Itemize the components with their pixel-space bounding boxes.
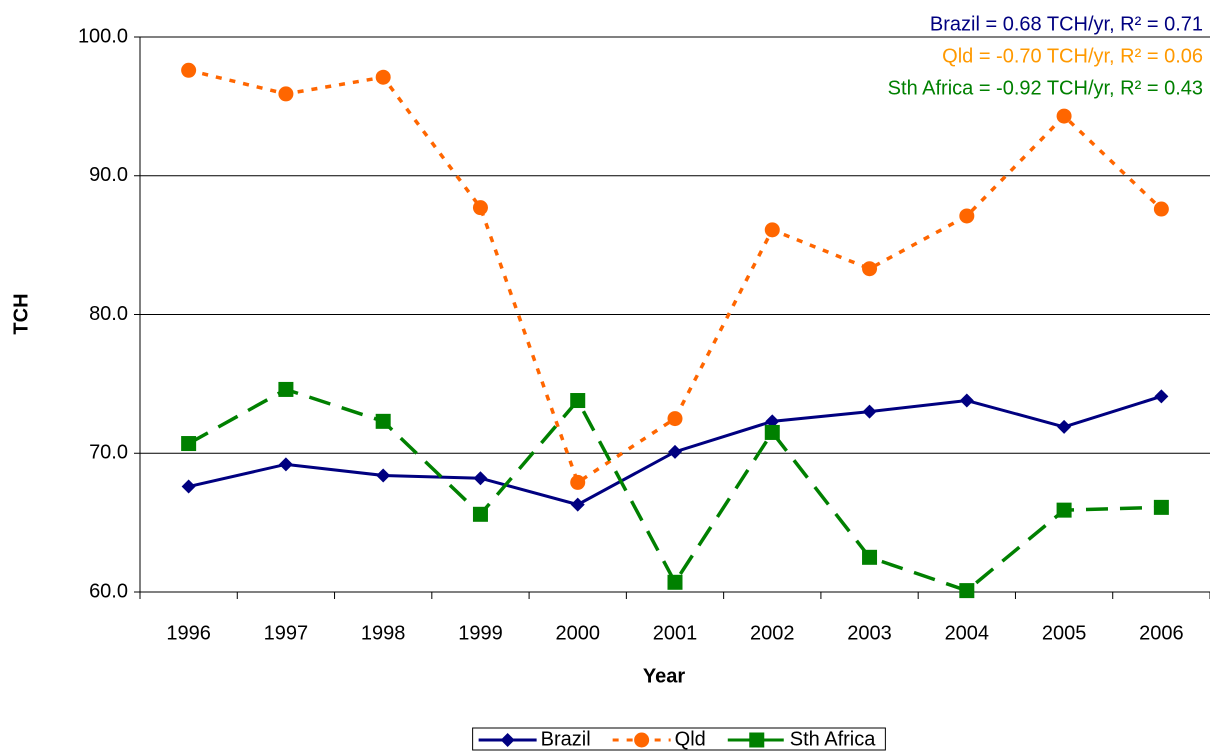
data-point	[375, 413, 391, 429]
annotation: Sth Africa = -0.92 TCH/yr, R² = 0.43	[888, 77, 1203, 99]
data-point	[375, 69, 391, 85]
legend-label: Qld	[675, 728, 706, 750]
data-point	[667, 411, 683, 427]
x-tick-label: 2000	[555, 622, 600, 644]
data-point	[764, 222, 780, 238]
data-point	[181, 62, 197, 78]
y-tick-label: 100.0	[78, 25, 128, 47]
data-point	[278, 457, 293, 472]
legend-marker	[500, 733, 515, 747]
data-point	[570, 393, 586, 409]
legend: Brazil Qld Sth Africa	[472, 727, 886, 751]
y-tick-label: 80.0	[89, 303, 128, 325]
x-axis-label: Year	[643, 665, 685, 687]
data-point	[278, 86, 294, 102]
data-point	[959, 393, 974, 408]
legend-label: Sth Africa	[790, 728, 876, 750]
data-point	[376, 468, 391, 483]
data-point	[181, 436, 197, 452]
data-point	[862, 549, 878, 565]
data-point	[1153, 499, 1169, 515]
series-line	[187, 387, 1162, 593]
data-point	[1154, 389, 1169, 404]
data-point	[959, 208, 975, 224]
legend-label: Brazil	[541, 728, 591, 750]
data-point	[472, 506, 488, 522]
data-point	[278, 381, 294, 397]
x-tick-label: 2004	[945, 622, 990, 644]
data-point	[1056, 108, 1072, 124]
data-point	[668, 444, 682, 459]
x-tick-label: 1997	[264, 622, 309, 644]
y-tick-label: 90.0	[89, 164, 128, 186]
legend-marker	[634, 732, 650, 748]
data-point	[667, 574, 683, 590]
data-point	[1056, 502, 1072, 518]
data-point	[1153, 201, 1169, 217]
data-point	[862, 261, 878, 277]
data-point	[570, 474, 586, 490]
x-tick-label: 1996	[166, 622, 211, 644]
data-point	[959, 583, 975, 599]
x-tick-label: 1998	[361, 622, 406, 644]
x-tick-label: 2002	[750, 622, 795, 644]
legend-marker	[749, 732, 765, 748]
data-point	[570, 497, 585, 512]
annotation: Qld = -0.70 TCH/yr, R² = 0.06	[942, 45, 1203, 67]
x-tick-label: 2003	[847, 622, 892, 644]
x-tick-label: 2001	[653, 622, 698, 644]
legend-box	[472, 727, 886, 751]
data-point	[862, 404, 877, 419]
data-point	[1057, 419, 1072, 434]
data-point	[181, 479, 196, 494]
data-point	[765, 414, 780, 429]
data-point	[764, 424, 780, 440]
annotation: Brazil = 0.68 TCH/yr, R² = 0.71	[930, 13, 1203, 35]
x-tick-label: 1999	[458, 622, 503, 644]
data-point	[473, 471, 488, 486]
x-tick-label: 2005	[1042, 622, 1087, 644]
data-point	[472, 200, 488, 216]
y-tick-label: 60.0	[89, 580, 128, 602]
y-tick-label: 70.0	[89, 442, 128, 464]
y-axis-label: TCH	[10, 293, 32, 334]
x-tick-label: 2006	[1139, 622, 1184, 644]
